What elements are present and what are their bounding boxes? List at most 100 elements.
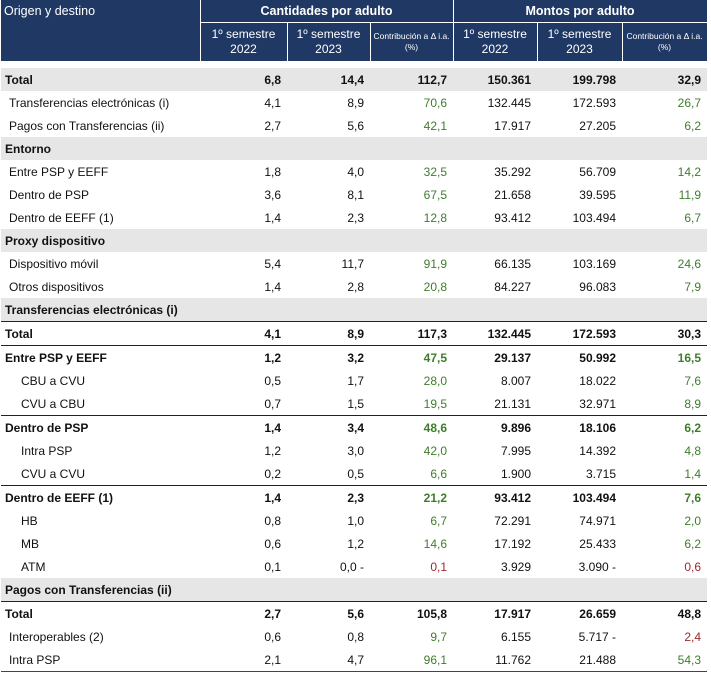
cell-value: 1,0 — [347, 513, 364, 528]
cell-value — [453, 229, 537, 252]
cell-value: 3,2 — [287, 345, 370, 369]
table-row: Interoperables (2) 0,6 0,8 9,7 6.155 5.717 - 2… — [1, 625, 707, 648]
table-row: Total 6,8 14,4 112,7 150.361 199.798 32,9 — [1, 68, 708, 91]
cell-value: 32.971 — [579, 396, 616, 411]
row-label: ATM — [21, 559, 46, 574]
row-label: Dentro de PSP — [9, 187, 90, 202]
row-label: Total — [1, 321, 200, 346]
cell-value: 4,1 — [200, 321, 287, 346]
cell-value: 6,2 — [684, 118, 702, 133]
row-label: Entre PSP y EEFF — [9, 164, 109, 179]
cell-value: 103.494 — [572, 210, 616, 225]
cell-value — [287, 578, 370, 602]
row-label: MB — [21, 536, 39, 551]
cell-value: 32,5 — [423, 164, 447, 179]
cell-value: 7,9 — [684, 279, 702, 294]
row-label: Entorno — [1, 137, 200, 160]
cell-value: 6.155 — [500, 629, 531, 644]
cell-value: 3,0 — [347, 443, 364, 458]
cell-value: 2,1 — [200, 648, 287, 672]
row-label: Total — [1, 601, 200, 625]
row-label: Pagos con Transferencias (ii) — [1, 578, 200, 602]
cell-value: 66.135 — [494, 256, 531, 271]
cell-value: 8,9 — [684, 396, 702, 411]
table-row: Otros dispositivos 1,4 2,8 20,8 84.227 96.083… — [1, 275, 707, 298]
cell-value — [200, 578, 287, 602]
cell-value: 6,7 — [430, 513, 447, 528]
cell-value — [370, 137, 453, 160]
table-row: Intra PSP 2,1 4,7 96,1 11.762 21.488 54,3 — [1, 648, 708, 672]
cell-value: 7,6 — [684, 373, 702, 388]
cell-value: 0,6 — [264, 536, 281, 551]
cell-value: 11,9 — [678, 187, 702, 202]
cell-value: 67,5 — [423, 187, 447, 202]
cell-value: 6,2 — [622, 415, 708, 439]
cell-value: 6,8 — [200, 68, 287, 91]
cell-value — [287, 137, 370, 160]
cell-value: 19,5 — [423, 396, 447, 411]
cell-value: 1,4 — [684, 466, 702, 481]
section-row: Pagos con Transferencias (ii) — [1, 578, 708, 602]
cell-value: 26.659 — [537, 601, 622, 625]
cell-value: 7.995 — [500, 443, 531, 458]
cell-value — [287, 229, 370, 252]
origin-destination-header: Origen y destino — [1, 0, 201, 62]
row-label: Interoperables (2) — [9, 629, 104, 644]
table-row: Entre PSP y EEFF 1,2 3,2 47,5 29.137 50.992 16… — [1, 345, 708, 369]
cell-value: 2,3 — [287, 485, 370, 509]
cell-value: 20,8 — [423, 279, 447, 294]
cell-value: 17.917 — [494, 118, 531, 133]
cell-value: 17.917 — [453, 601, 537, 625]
cell-value: 150.361 — [453, 68, 537, 91]
cell-value — [453, 137, 537, 160]
cell-value: 103.494 — [537, 485, 622, 509]
cell-value: 1,4 — [264, 210, 281, 225]
section-row: Transferencias electrónicas (i) — [1, 298, 708, 322]
cell-value: 14,2 — [677, 164, 702, 179]
cell-value: 103.169 — [572, 256, 616, 271]
table-row: ATM 0,1 0,0 - 0,1 3.929 3.090 - 0,6 — [1, 555, 707, 578]
cell-value: 24,6 — [677, 256, 702, 271]
cell-value: 50.992 — [537, 345, 622, 369]
cell-value: 0,6 — [684, 559, 702, 574]
cell-value: 6,2 — [684, 536, 702, 551]
cell-value: 2,7 — [264, 118, 281, 133]
cell-value — [453, 298, 537, 322]
cell-value: 132.445 — [453, 321, 537, 346]
cell-value: 9.896 — [453, 415, 537, 439]
cell-value: 6,7 — [684, 210, 702, 225]
cell-value: 0,6 — [264, 629, 281, 644]
cell-value: 0,2 — [264, 466, 281, 481]
cell-value: 4,7 — [287, 648, 370, 672]
row-label: HB — [21, 513, 38, 528]
cell-value: 3.929 — [500, 559, 531, 574]
cell-value: 6,6 — [430, 466, 447, 481]
cell-value: 7,6 — [622, 485, 708, 509]
row-label: Proxy dispositivo — [1, 229, 200, 252]
cell-value: 2,0 — [684, 513, 702, 528]
cell-value — [622, 298, 708, 322]
col-header: 1º semestre 2022 — [200, 22, 288, 62]
cell-value: 2,7 — [200, 601, 287, 625]
cell-value: 117,3 — [370, 321, 453, 346]
cell-value: 0,5 — [264, 373, 281, 388]
cell-value — [453, 578, 537, 602]
cell-value: 42,1 — [423, 118, 447, 133]
cell-value: 96,1 — [370, 648, 453, 672]
cell-value: 132.445 — [487, 95, 531, 110]
row-label: Otros dispositivos — [9, 279, 104, 294]
cell-value — [537, 137, 622, 160]
cell-value: 0,7 — [264, 396, 281, 411]
cell-value: 1,2 — [347, 536, 364, 551]
row-label: Dentro de PSP — [1, 415, 200, 439]
cell-value — [622, 578, 708, 602]
cell-value: 0,1 — [430, 559, 447, 574]
cell-value: 1,4 — [264, 279, 281, 294]
cell-value: 16,5 — [622, 345, 708, 369]
cell-value: 4,0 — [347, 164, 364, 179]
cell-value: 17.192 — [494, 536, 531, 551]
cell-value: 48,6 — [370, 415, 453, 439]
row-label: Dispositivo móvil — [9, 256, 99, 271]
cell-value: 5,6 — [347, 118, 364, 133]
cell-value: 54,3 — [622, 648, 708, 672]
